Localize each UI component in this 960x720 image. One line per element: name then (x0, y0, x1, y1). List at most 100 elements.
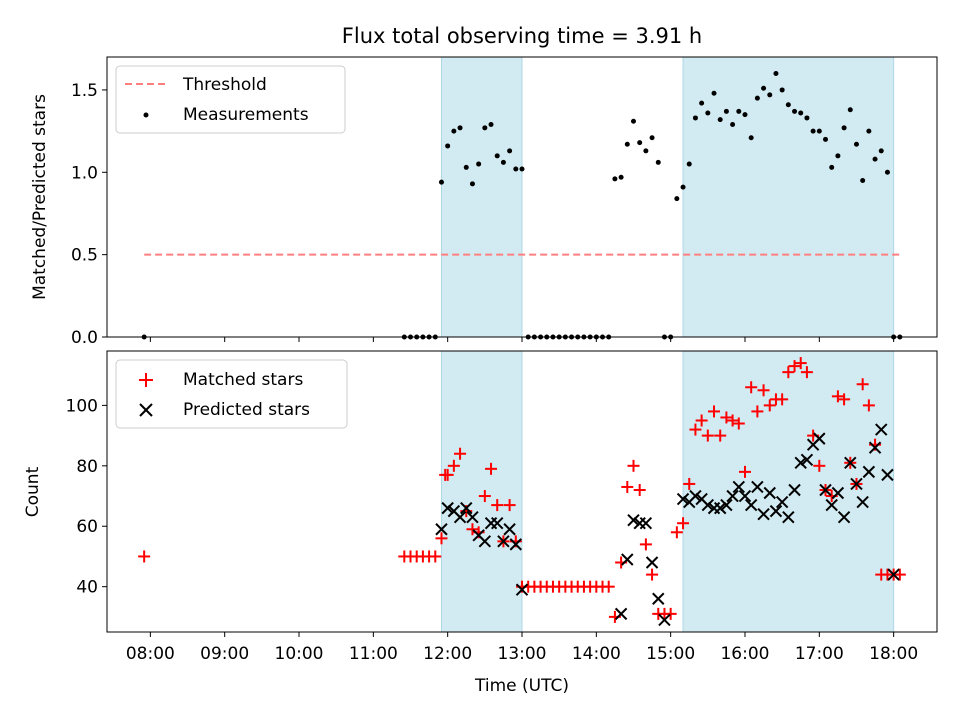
bottom-y-tick-label: 40 (76, 578, 98, 598)
matched-stars-point (677, 517, 690, 530)
predicted-stars-point (844, 456, 857, 470)
x-tick-label: 18:00 (869, 644, 918, 664)
measurement-point (785, 102, 791, 108)
measurements-legend-marker (143, 112, 149, 118)
measurement-point (649, 135, 655, 141)
predicted-stars-point (800, 453, 814, 466)
top-shaded-interval (683, 57, 894, 337)
predicted-stars-point (788, 483, 801, 497)
top-legend-box (115, 65, 346, 134)
matched-stars-point (794, 357, 807, 370)
predicted-stars-point (435, 523, 448, 536)
top-y-tick-label: 0.0 (71, 328, 98, 348)
predicted-stars-point (639, 517, 653, 530)
predicted-stars-point (627, 513, 640, 527)
predicted-stars-point (621, 553, 634, 566)
x-tick-label: 17:00 (795, 644, 844, 664)
measurement-point (680, 184, 686, 190)
predicted-stars-point (856, 495, 869, 509)
measurement-point (872, 156, 878, 162)
measurement-point (476, 161, 482, 167)
measurement-point (841, 125, 847, 131)
measurement-point (686, 161, 692, 167)
predicted-stars-point (720, 498, 733, 512)
measurement-point (829, 164, 835, 170)
measurement-point (823, 136, 829, 142)
matched-stars-point (627, 459, 640, 472)
measurement-point (643, 148, 649, 154)
matched-stars-point (831, 390, 844, 403)
predicted-stars-point (509, 538, 523, 551)
measurement-point (717, 117, 723, 123)
matched-stars-point (782, 366, 795, 379)
measurement-point (866, 128, 872, 134)
measurement-point (705, 110, 711, 116)
matched-stars-point (862, 399, 875, 412)
matched-stars-point (745, 381, 758, 394)
matched-stars-point (664, 607, 677, 620)
matched-stars-point (639, 538, 652, 551)
x-tick-label: 09:00 (200, 644, 249, 664)
matched-stars-point (441, 468, 454, 481)
matched-stars-point (838, 393, 851, 406)
bottom-y-tick-label: 100 (66, 396, 98, 416)
top-y-ticks: 0.0 0.5 1.0 1.5 (71, 81, 107, 348)
measurement-point (630, 118, 636, 124)
measurement-point (445, 143, 451, 149)
top-shaded-interval (441, 57, 522, 337)
measurement-point (488, 122, 494, 128)
matched-stars-point (683, 477, 696, 490)
matched-stars-point (689, 423, 702, 436)
bottom-legend: Matched stars Predicted stars (115, 359, 348, 429)
measurement-point (730, 122, 736, 128)
matched-stars-point (714, 429, 727, 442)
measurement-point (754, 95, 760, 101)
top-y-tick-label: 0.5 (71, 246, 98, 266)
predicted-stars-point (763, 486, 776, 500)
matched-stars-point (503, 499, 516, 512)
matched-stars-point (485, 462, 498, 475)
x-tick-label: 16:00 (720, 644, 769, 664)
predicted-stars-point (819, 483, 832, 497)
measurement-point (884, 169, 890, 175)
measurement-point (519, 166, 525, 172)
measurement-point (711, 90, 717, 96)
predicted-stars-point (714, 501, 727, 515)
measurement-point (507, 148, 513, 154)
x-tick-label: 08:00 (126, 644, 175, 664)
threshold-legend-label: Threshold (182, 75, 267, 95)
predicted-stars-point (460, 501, 473, 515)
measurement-point (748, 135, 754, 141)
matched-stars-point (776, 393, 789, 406)
matched-stars-point (491, 499, 504, 512)
bottom-shaded-interval (441, 351, 522, 632)
measurement-point (767, 92, 773, 98)
measurement-point (773, 70, 779, 76)
measurement-point (469, 181, 475, 187)
matched-stars-point (726, 414, 739, 427)
measurement-point (463, 164, 469, 170)
measurement-point (810, 128, 816, 134)
matched-stars-point (602, 580, 615, 593)
predicted-stars-point (732, 480, 745, 494)
measurement-point (692, 115, 698, 121)
matched-stars-point (695, 414, 708, 427)
matched-stars-point (621, 480, 634, 493)
bottom-y-tick-label: 80 (76, 457, 98, 477)
x-tick-label: 15:00 (646, 644, 695, 664)
predicted-stars-point (875, 423, 888, 436)
chart-title: Flux total observing time = 3.91 h (342, 24, 702, 48)
bottom-y-axis-label: Count (23, 466, 43, 517)
measurement-point (451, 128, 457, 134)
matched-stars-point (435, 532, 448, 545)
predicted-stars-point (738, 489, 752, 503)
predicted-stars-point (701, 498, 715, 512)
bottom-marks (138, 357, 906, 627)
bottom-y-ticks: 40 60 80 100 (66, 396, 107, 598)
measurement-point (500, 159, 506, 165)
matched-stars-point (454, 447, 467, 460)
predicted-stars-point (726, 489, 739, 503)
measurement-point (618, 174, 624, 180)
measurement-point (655, 159, 661, 165)
